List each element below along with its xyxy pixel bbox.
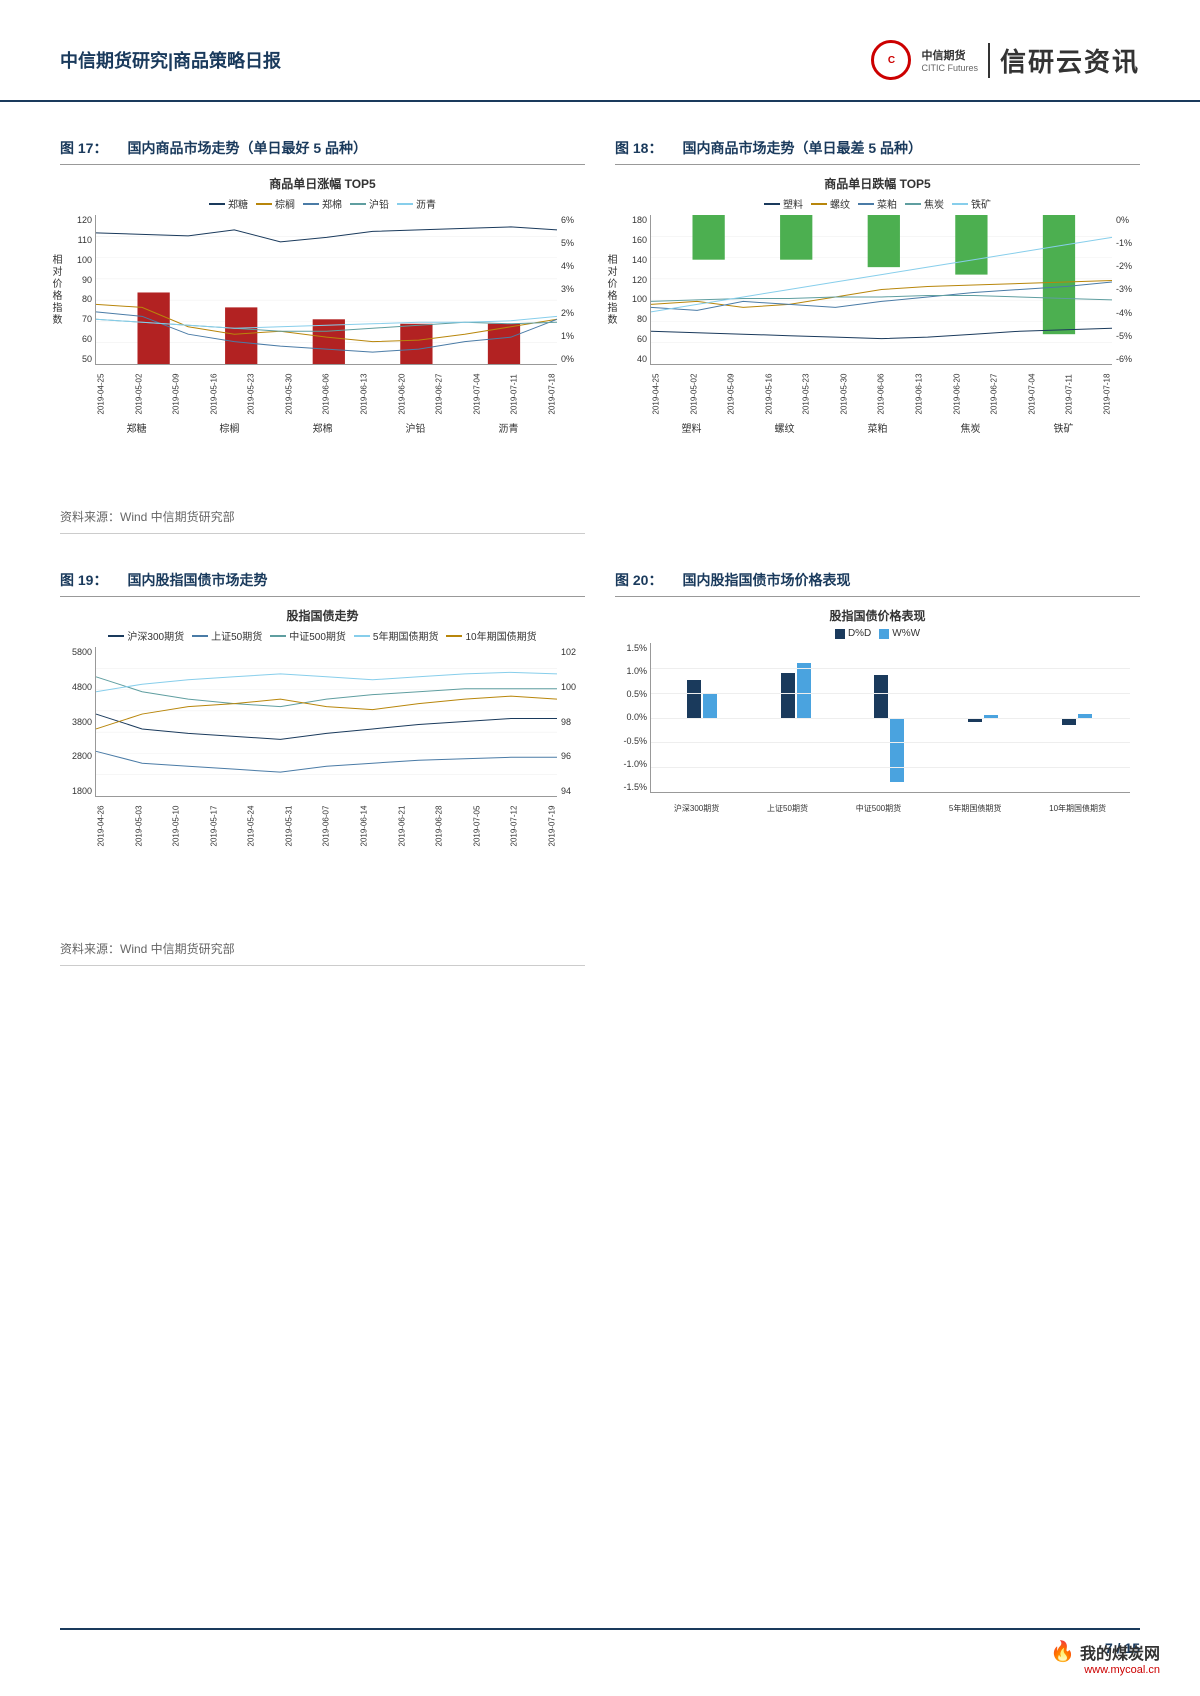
y-axis-right: 0%-1%-2%-3%-4%-5%-6% xyxy=(1116,215,1140,364)
chart-18-title: 商品单日跌幅 TOP5 xyxy=(615,175,1140,192)
y-axis-left: 180160140120100806040 xyxy=(619,215,647,364)
watermark-logo: 🔥 我的煤炭网 xyxy=(1050,1639,1160,1664)
logo-text: 中信期货 CITIC Futures xyxy=(921,47,978,73)
x-axis: 2019-04-252019-05-022019-05-092019-05-16… xyxy=(651,405,1112,414)
chart-17-label: 图 17：国内商品市场走势（单日最好 5 品种） xyxy=(60,132,585,165)
chart-17-plot: 相对价格指数 1201101009080706050 6%5%4%3%2%1%0… xyxy=(95,215,557,365)
chart-18-plot: 相对价格指数 180160140120100806040 0%-1%-2%-3%… xyxy=(650,215,1112,365)
page-header: 中信期货研究|商品策略日报 C 中信期货 CITIC Futures 信研云资讯 xyxy=(0,0,1200,102)
x-axis-categories: 塑料螺纹菜粕焦炭铁矿 xyxy=(615,420,1140,435)
chart-20: 图 20：国内股指国债市场价格表现 股指国债价格表现 D%DW%W 1.5%1.… xyxy=(615,564,1140,966)
x-axis-categories: 郑糖棕榈郑棉沪铅沥青 xyxy=(60,420,585,435)
chart-19-source: 资料来源：Wind 中信期货研究部 xyxy=(60,932,585,966)
page-footer: 7 / 15 xyxy=(60,1628,1140,1656)
y-axis-left: 58004800380028001800 xyxy=(64,647,92,796)
chart-20-box: 股指国债价格表现 D%DW%W 1.5%1.0%0.5%0.0%-0.5%-1.… xyxy=(615,607,1140,867)
chart-18-svg xyxy=(651,215,1112,364)
watermark-url: www.mycoal.cn xyxy=(1050,1664,1160,1676)
chart-row-1: 图 17：国内商品市场走势（单日最好 5 品种） 商品单日涨幅 TOP5 郑糖棕… xyxy=(60,132,1140,534)
x-axis: 2019-04-262019-05-032019-05-102019-05-17… xyxy=(96,837,557,846)
chart-19-legend: 沪深300期货上证50期货中证500期货5年期国债期货10年期国债期货 xyxy=(60,628,585,643)
watermark: 🔥 我的煤炭网 www.mycoal.cn xyxy=(1050,1639,1160,1676)
x-axis-categories: 沪深300期货上证50期货中证500期货5年期国债期货10年期国债期货 xyxy=(615,803,1140,814)
x-axis: 2019-04-252019-05-022019-05-092019-05-16… xyxy=(96,405,557,414)
chart-18: 图 18：国内商品市场走势（单日最差 5 品种） 商品单日跌幅 TOP5 塑料螺… xyxy=(615,132,1140,534)
chart-17-source: 资料来源：Wind 中信期货研究部 xyxy=(60,500,585,534)
chart-20-title: 股指国债价格表现 xyxy=(615,607,1140,624)
chart-17-title: 商品单日涨幅 TOP5 xyxy=(60,175,585,192)
chart-20-plot: 1.5%1.0%0.5%0.0%-0.5%-1.0%-1.5% xyxy=(650,643,1130,793)
citic-logo-icon: C xyxy=(871,40,911,80)
chart-17-box: 商品单日涨幅 TOP5 郑糖棕榈郑棉沪铅沥青 相对价格指数 1201101009… xyxy=(60,175,585,435)
content-area: 图 17：国内商品市场走势（单日最好 5 品种） 商品单日涨幅 TOP5 郑糖棕… xyxy=(0,102,1200,1026)
y-axis-label: 相对价格指数 xyxy=(48,254,63,326)
chart-20-legend: D%DW%W xyxy=(615,628,1140,639)
chart-row-2: 图 19：国内股指国债市场走势 股指国债走势 沪深300期货上证50期货中证50… xyxy=(60,564,1140,966)
chart-19-label: 图 19：国内股指国债市场走势 xyxy=(60,564,585,597)
chart-17: 图 17：国内商品市场走势（单日最好 5 品种） 商品单日涨幅 TOP5 郑糖棕… xyxy=(60,132,585,534)
chart-19-plot: 58004800380028001800 102100989694 2019-0… xyxy=(95,647,557,797)
y-axis-right: 102100989694 xyxy=(561,647,585,796)
brand-name: 信研云资讯 xyxy=(1000,42,1140,79)
header-logo-group: C 中信期货 CITIC Futures 信研云资讯 xyxy=(871,40,1140,80)
chart-19-svg xyxy=(96,647,557,796)
chart-17-legend: 郑糖棕榈郑棉沪铅沥青 xyxy=(60,196,585,211)
chart-17-svg xyxy=(96,215,557,364)
chart-19-title: 股指国债走势 xyxy=(60,607,585,624)
chart-18-label: 图 18：国内商品市场走势（单日最差 5 品种） xyxy=(615,132,1140,165)
chart-20-label: 图 20：国内股指国债市场价格表现 xyxy=(615,564,1140,597)
divider xyxy=(988,43,990,78)
y-axis-left: 1.5%1.0%0.5%0.0%-0.5%-1.0%-1.5% xyxy=(619,643,647,792)
y-axis-left: 1201101009080706050 xyxy=(64,215,92,364)
chart-18-legend: 塑料螺纹菜粕焦炭铁矿 xyxy=(615,196,1140,211)
y-axis-right: 6%5%4%3%2%1%0% xyxy=(561,215,585,364)
chart-19: 图 19：国内股指国债市场走势 股指国债走势 沪深300期货上证50期货中证50… xyxy=(60,564,585,966)
chart-18-box: 商品单日跌幅 TOP5 塑料螺纹菜粕焦炭铁矿 相对价格指数 1801601401… xyxy=(615,175,1140,435)
flame-icon: 🔥 xyxy=(1050,1639,1075,1664)
header-title: 中信期货研究|商品策略日报 xyxy=(60,47,281,73)
y-axis-label: 相对价格指数 xyxy=(603,254,618,326)
chart-19-box: 股指国债走势 沪深300期货上证50期货中证500期货5年期国债期货10年期国债… xyxy=(60,607,585,867)
